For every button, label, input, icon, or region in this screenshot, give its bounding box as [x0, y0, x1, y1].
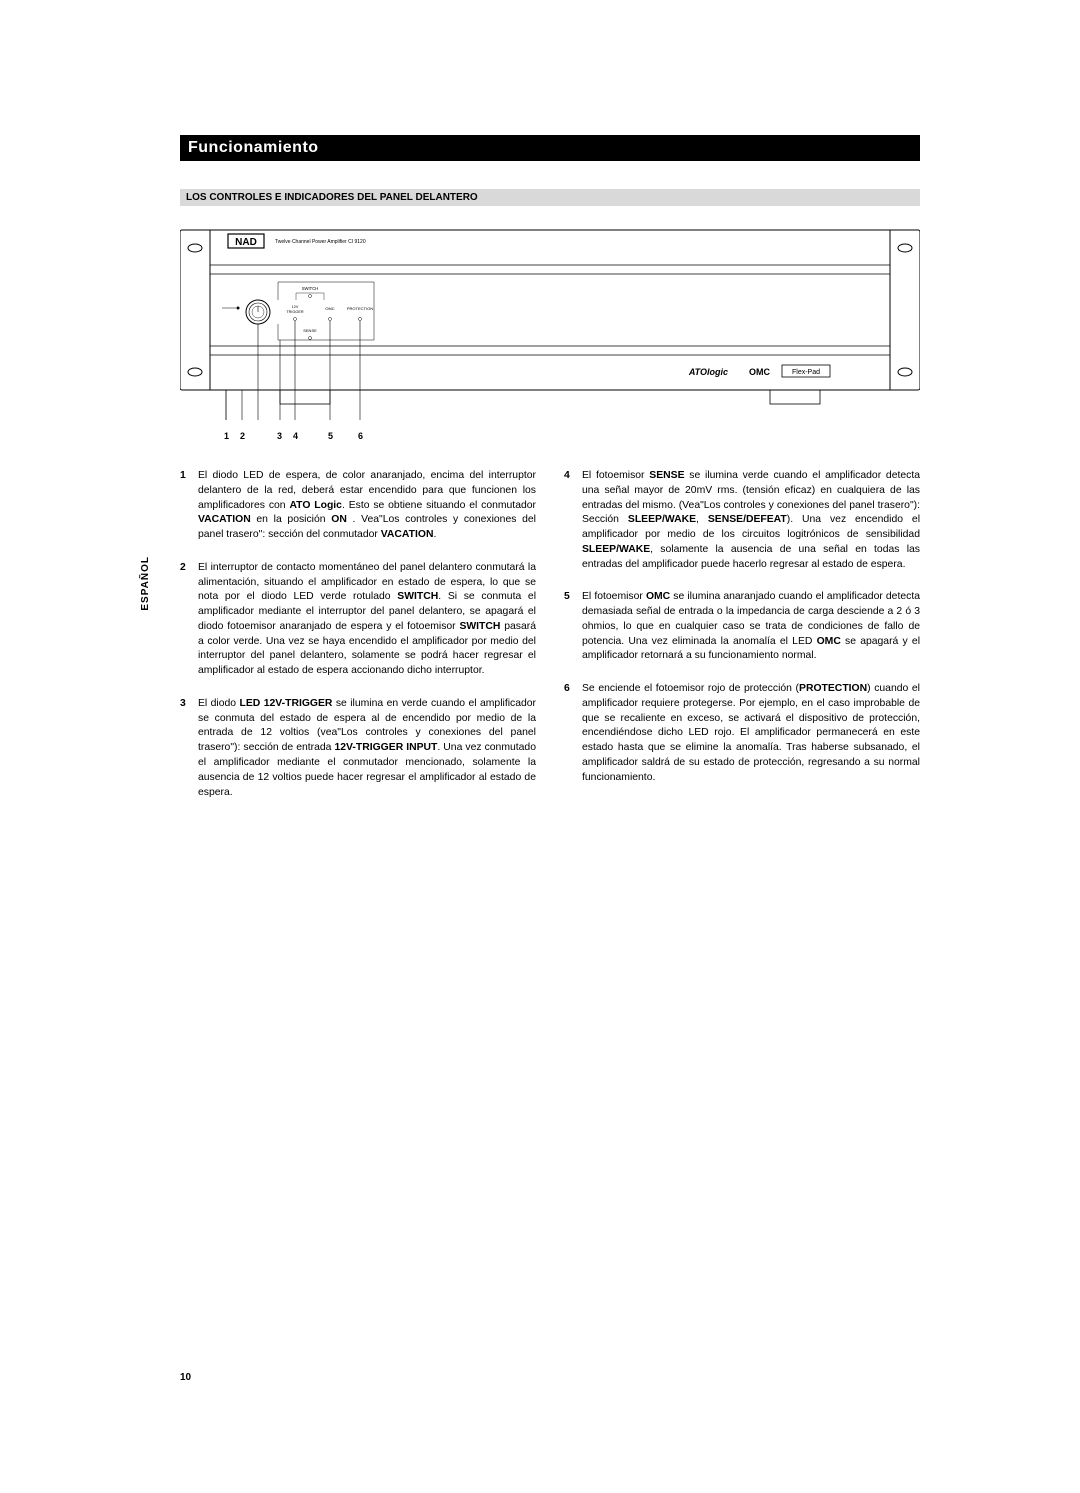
svg-text:Twelve Channel Power Amplifier: Twelve Channel Power Amplifier CI 9120	[275, 239, 366, 245]
diagram-callout-row: 1 2 3 4 5 6	[180, 431, 920, 445]
item-6-text: Se enciende el fotoemisor rojo de protec…	[582, 682, 920, 785]
page-content: Funcionamiento LOS CONTROLES E INDICADOR…	[180, 135, 920, 818]
item-1-text: El diodo LED de espera, de color anaranj…	[198, 469, 536, 543]
svg-text:OMC: OMC	[325, 306, 334, 311]
svg-text:SENSE: SENSE	[303, 328, 317, 333]
callout-1: 1	[224, 431, 229, 441]
callout-3: 3	[277, 431, 282, 441]
column-right: 4 El fotoemisor SENSE se ilumina verde c…	[564, 469, 920, 818]
svg-text:TRIGGER: TRIGGER	[286, 310, 304, 314]
column-left: 1 El diodo LED de espera, de color anara…	[180, 469, 536, 818]
svg-text:12V: 12V	[292, 305, 299, 309]
svg-text:ATOlogic: ATOlogic	[688, 367, 728, 377]
body-columns: 1 El diodo LED de espera, de color anara…	[180, 469, 920, 818]
item-5-text: El fotoemisor OMC se ilumina anaranjado …	[582, 590, 920, 664]
item-2: 2 El interruptor de contacto momentáneo …	[180, 561, 536, 679]
callout-2: 2	[240, 431, 245, 441]
item-3-text: El diodo LED 12V-TRIGGER se ilumina en v…	[198, 697, 536, 800]
item-4-text: El fotoemisor SENSE se ilumina verde cua…	[582, 469, 920, 572]
section-title: Funcionamiento	[180, 135, 920, 161]
callout-4: 4	[293, 431, 298, 441]
item-2-text: El interruptor de contacto momentáneo de…	[198, 561, 536, 679]
item-1: 1 El diodo LED de espera, de color anara…	[180, 469, 536, 543]
item-5: 5 El fotoemisor OMC se ilumina anaranjad…	[564, 590, 920, 664]
item-6: 6 Se enciende el fotoemisor rojo de prot…	[564, 682, 920, 785]
svg-text:OMC: OMC	[749, 367, 770, 377]
svg-text:PROTECTION: PROTECTION	[347, 306, 373, 311]
svg-text:SWITCH: SWITCH	[302, 286, 319, 291]
page-number: 10	[180, 1372, 191, 1383]
svg-text:Flex-Pad: Flex-Pad	[792, 369, 820, 376]
item-4: 4 El fotoemisor SENSE se ilumina verde c…	[564, 469, 920, 572]
callout-6: 6	[358, 431, 363, 441]
svg-text:NAD: NAD	[235, 237, 257, 248]
section-subtitle: LOS CONTROLES E INDICADORES DEL PANEL DE…	[180, 189, 920, 206]
callout-5: 5	[328, 431, 333, 441]
item-3: 3 El diodo LED 12V-TRIGGER se ilumina en…	[180, 697, 536, 800]
language-tab: ESPAÑOL	[140, 556, 151, 611]
front-panel-diagram: NAD Twelve Channel Power Amplifier CI 91…	[180, 220, 920, 445]
